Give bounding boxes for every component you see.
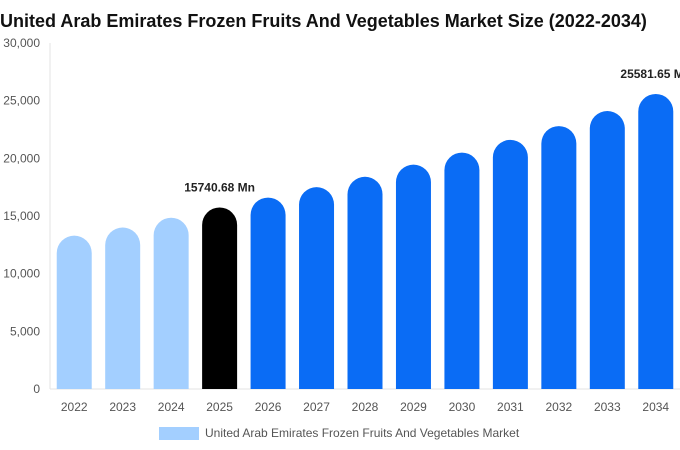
bar-2030[interactable] [444, 152, 480, 389]
bar-2034[interactable] [638, 93, 674, 389]
x-tick-label: 2033 [594, 400, 621, 414]
data-label-2034: 25581.65 Mn [620, 67, 680, 81]
y-tick-label: 20,000 [3, 151, 40, 165]
y-tick-label: 30,000 [3, 36, 40, 50]
x-tick-label: 2024 [158, 400, 185, 414]
legend-swatch [159, 427, 199, 440]
y-tick-label: 10,000 [3, 267, 40, 281]
data-labels: 15740.68 Mn 25581.65 Mn [184, 67, 680, 194]
y-axis: 0 5,000 10,000 15,000 20,000 25,000 30,000 [3, 36, 51, 396]
x-tick-label: 2028 [352, 400, 379, 414]
chart-title: United Arab Emirates Frozen Fruits And V… [0, 11, 647, 31]
bar-2029[interactable] [395, 164, 431, 389]
y-tick-label: 0 [33, 382, 40, 396]
x-tick-label: 2029 [400, 400, 427, 414]
x-tick-label: 2025 [206, 400, 233, 414]
bars [56, 93, 674, 390]
bar-2026[interactable] [250, 197, 286, 389]
bar-2025[interactable] [202, 207, 238, 389]
bar-2027[interactable] [299, 187, 335, 389]
y-tick-label: 15,000 [3, 209, 40, 223]
x-tick-label: 2034 [642, 400, 669, 414]
x-axis: 2022 2023 2024 2025 2026 2027 2028 2029 2030 2031… [50, 388, 680, 414]
bar-2022[interactable] [56, 235, 92, 389]
x-tick-label: 2022 [61, 400, 88, 414]
bar-2033[interactable] [589, 111, 625, 389]
x-tick-label: 2030 [449, 400, 476, 414]
y-tick-label: 25,000 [3, 94, 40, 108]
bar-2024[interactable] [153, 217, 189, 389]
x-tick-label: 2023 [109, 400, 136, 414]
x-tick-label: 2027 [303, 400, 330, 414]
bar-2028[interactable] [347, 176, 383, 389]
x-tick-label: 2032 [545, 400, 572, 414]
x-tick-label: 2026 [255, 400, 282, 414]
legend-label: United Arab Emirates Frozen Fruits And V… [205, 426, 520, 440]
data-label-2025: 15740.68 Mn [184, 180, 255, 194]
legend[interactable]: United Arab Emirates Frozen Fruits And V… [159, 426, 520, 440]
bar-2031[interactable] [492, 139, 528, 389]
bar-2023[interactable] [105, 227, 141, 389]
bar-2032[interactable] [541, 126, 577, 390]
y-tick-label: 5,000 [10, 324, 40, 338]
x-tick-label: 2031 [497, 400, 524, 414]
